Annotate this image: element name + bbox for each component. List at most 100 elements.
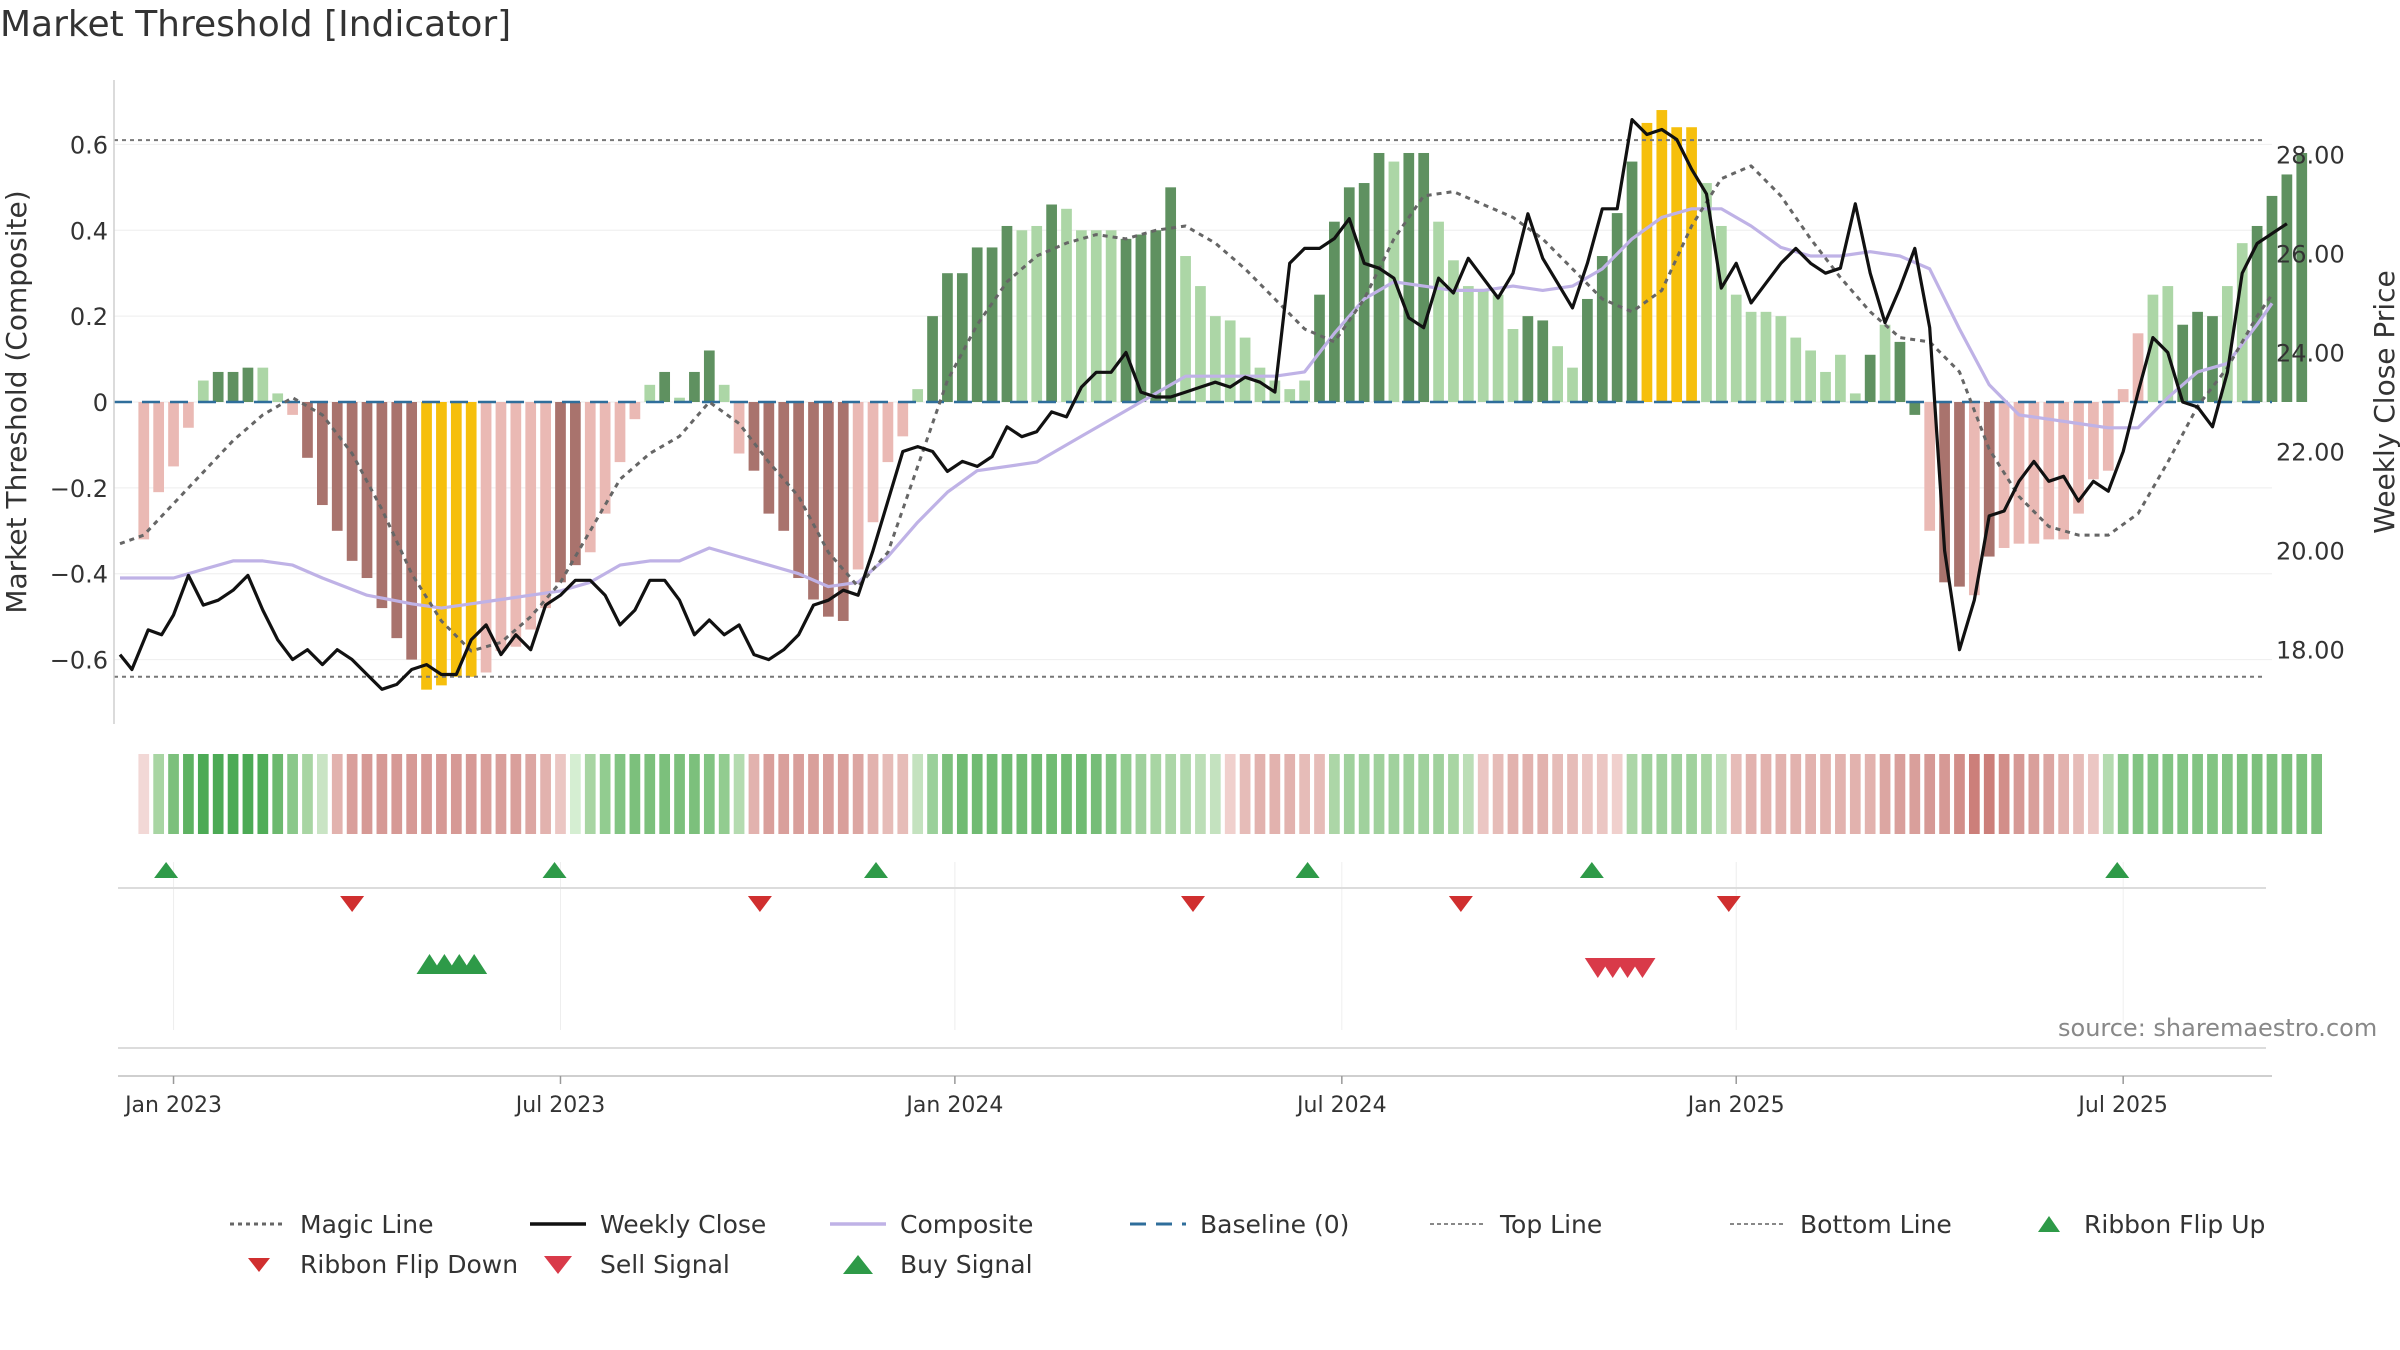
composite-bar	[1433, 221, 1444, 402]
ribbon-cell	[986, 754, 998, 834]
ribbon-cell	[1403, 754, 1415, 834]
ribbon-cell	[1715, 754, 1727, 834]
dotted-line-icon	[1430, 1223, 1486, 1225]
ribbon-cell	[1462, 754, 1474, 834]
ribbon-cell	[331, 754, 343, 834]
composite-bar	[1626, 161, 1638, 402]
composite-bar	[1150, 230, 1162, 402]
composite-bar	[2221, 286, 2233, 402]
composite-bar	[1061, 208, 1072, 402]
ribbon-cell	[2058, 754, 2069, 834]
ribbon-cell	[1894, 754, 1906, 834]
composite-bar	[942, 273, 953, 402]
source-note: source: sharemaestro.com	[2058, 1014, 2378, 1042]
ribbon-cell	[2043, 754, 2055, 834]
composite-bar	[1894, 341, 1906, 402]
legend-item-buy-signal: Buy Signal	[830, 1250, 1130, 1279]
ribbon-cell	[852, 754, 864, 834]
y2-tick-label: 18.00	[2276, 637, 2345, 665]
composite-bar	[1165, 187, 1177, 402]
ribbon-flip-up-marker	[154, 862, 179, 878]
ribbon-flip-up-marker	[542, 862, 567, 878]
ribbon-strip	[138, 754, 2323, 834]
ribbon-cell	[2177, 754, 2189, 834]
ribbon-cell	[1835, 754, 1846, 834]
composite-bar	[2147, 294, 2159, 402]
ribbon-cell	[376, 754, 388, 834]
composite-bar	[897, 402, 909, 437]
composite-bar	[2296, 152, 2308, 402]
composite-bar	[2281, 174, 2293, 402]
composite-bar	[1448, 260, 1459, 402]
triangle-up-icon	[843, 1255, 873, 1274]
ribbon-cell	[1983, 754, 1995, 834]
composite-bar	[1105, 230, 1117, 402]
y2-tick-label: 24.00	[2276, 339, 2345, 367]
composite-bar	[2177, 324, 2189, 402]
buy-signal-marker	[461, 954, 488, 974]
composite-bar	[2192, 311, 2203, 402]
composite-bar	[421, 402, 432, 690]
composite-bar	[1299, 380, 1310, 402]
x-tick-label: Jul 2025	[2076, 1093, 2168, 1118]
composite-bar	[852, 402, 864, 570]
legend-label: Magic Line	[300, 1209, 434, 1239]
ribbon-cell	[584, 754, 596, 834]
y-tick-label: −0.6	[50, 647, 108, 675]
ribbon-cell	[183, 754, 194, 834]
ribbon-cell	[748, 754, 760, 834]
ribbon-cell	[718, 754, 730, 834]
ribbon-cell	[927, 754, 938, 834]
composite-bar	[1284, 389, 1296, 402]
ribbon-cell	[1329, 754, 1340, 834]
ribbon-cell	[1507, 754, 1519, 834]
dotted-line-icon	[1730, 1223, 1786, 1225]
ribbon-cell	[1358, 754, 1370, 834]
composite-bar	[2073, 402, 2084, 514]
composite-bar	[1849, 393, 1861, 402]
ribbon-cell	[1790, 754, 1802, 834]
legend-item-bottom-line: Bottom Line	[1730, 1210, 2030, 1239]
ribbon-cell	[2296, 754, 2308, 834]
ribbon-cell	[2207, 754, 2218, 834]
ribbon-cell	[540, 754, 551, 834]
composite-bar	[927, 316, 938, 402]
composite-bar	[570, 402, 581, 566]
ribbon-cell	[1954, 754, 1965, 834]
composite-bar	[2236, 243, 2248, 402]
ribbon-cell	[1224, 754, 1236, 834]
composite-bar	[912, 389, 924, 402]
composite-bar	[882, 402, 894, 463]
composite-bar	[1730, 294, 1742, 402]
composite-bar	[1968, 402, 1980, 596]
ribbon-cell	[465, 754, 477, 834]
composite-bar	[1805, 350, 1816, 402]
composite-bar	[2043, 402, 2055, 540]
composite-bar	[242, 367, 254, 402]
ribbon-cell	[1150, 754, 1162, 834]
ribbon-flip-down-marker	[1716, 896, 1741, 912]
x-tick-label: Jan 2024	[904, 1093, 1003, 1118]
x-tick-label: Jul 2024	[1295, 1093, 1387, 1118]
ribbon-cell	[1105, 754, 1117, 834]
composite-bar	[2058, 402, 2069, 540]
composite-bar	[2266, 195, 2278, 402]
ribbon-cell	[257, 754, 269, 834]
legend-item-composite: Composite	[830, 1210, 1130, 1239]
ribbon-cell	[1165, 754, 1177, 834]
composite-bar	[1686, 127, 1697, 402]
ribbon-cell	[346, 754, 358, 834]
ribbon-cell	[1805, 754, 1816, 834]
ribbon-cell	[302, 754, 313, 834]
composite-bar	[480, 402, 492, 673]
ribbon-flip-up-marker	[1295, 862, 1320, 878]
composite-bar	[748, 402, 760, 471]
signal-panel	[118, 862, 2266, 1049]
ribbon-cell	[1373, 754, 1385, 834]
ribbon-cell	[272, 754, 284, 834]
ribbon-cell	[1537, 754, 1549, 834]
composite-bar	[1477, 290, 1489, 402]
composite-bar	[1715, 225, 1727, 402]
composite-bar	[1016, 230, 1028, 402]
